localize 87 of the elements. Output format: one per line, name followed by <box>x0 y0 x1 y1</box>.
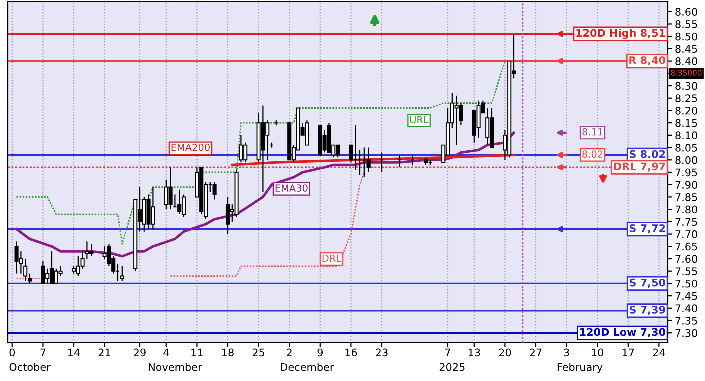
y-tick-label: 7.80 <box>676 206 698 214</box>
x-tick-label: 11 <box>192 348 203 356</box>
candlestick <box>168 167 173 210</box>
y-tick-label: 8.00 <box>676 156 698 164</box>
candlestick <box>28 273 32 284</box>
y-tick-label: 7.40 <box>676 304 698 313</box>
x-tick-label: 9 <box>318 348 323 357</box>
x-tick-label: 10 <box>592 348 604 357</box>
y-tick-label: 8.30 <box>676 82 698 90</box>
candlestick <box>41 260 46 284</box>
candlestick <box>178 189 182 216</box>
candlestick <box>366 147 371 174</box>
x-tick-label: 27 <box>530 348 542 356</box>
y-tick-label: 8.50 <box>676 32 698 41</box>
x-tick-label: 13 <box>468 348 480 357</box>
x-tick-label: 17 <box>622 348 634 356</box>
x2-tick-label: November <box>149 363 202 372</box>
y-tick-label: 7.45 <box>676 292 698 300</box>
y-tick-label: 7.60 <box>676 255 698 264</box>
ref-line-label: 120D Low 7,30 <box>580 328 666 338</box>
y-tick-label: 8.05 <box>676 144 698 152</box>
ref-line-label: S 7,39 <box>630 306 666 316</box>
text: EMA200 <box>172 144 210 152</box>
y-tick-label: 8.40 <box>676 58 698 66</box>
y-tick-label: 7.90 <box>676 181 698 189</box>
y-tick-label: 8.20 <box>676 106 698 115</box>
x-tick-label: 14 <box>68 348 80 356</box>
x2-tick-label: December <box>281 363 334 372</box>
candlestick <box>14 241 19 274</box>
x2-tick-label: February <box>558 363 603 374</box>
candlestick <box>182 194 186 218</box>
annotation: 8.11 <box>582 128 603 136</box>
y-tick-label: 7.35 <box>676 316 698 325</box>
x-tick-label: 24 <box>653 348 666 356</box>
candlestick <box>120 266 124 282</box>
y-tick-label: 8.60 <box>676 8 698 16</box>
candlestick <box>50 251 54 284</box>
x2-tick-label: October <box>10 363 51 372</box>
ref-line-label: 120D High 8,51 <box>576 29 666 40</box>
series-label: DRL <box>322 254 342 262</box>
annotation: 8.02 <box>582 150 603 158</box>
ref-line-label: S 7,72 <box>630 224 666 234</box>
y-tick-label: 8.55 <box>676 20 698 28</box>
line-series <box>231 154 516 166</box>
candlestick <box>226 196 230 235</box>
candlestick <box>239 134 244 164</box>
series-label: URL <box>410 116 429 124</box>
x2-tick-label: 2025 <box>440 363 465 372</box>
y-tick-label: 7.70 <box>676 230 698 238</box>
line-series <box>16 60 506 245</box>
y-tick-label: 8.15 <box>676 119 698 128</box>
x-tick-label: 16 <box>346 348 358 357</box>
candlestick <box>336 144 340 158</box>
x-tick-label: 20 <box>499 348 512 357</box>
candlestick <box>486 108 490 146</box>
x-tick-label: 0 <box>10 348 16 357</box>
candlestick <box>212 182 217 200</box>
x-tick-label: 23 <box>376 348 388 357</box>
x-tick-label: 25 <box>252 348 265 357</box>
x-tick-label: 3 <box>564 348 570 357</box>
x-tick-label: 7 <box>40 348 46 356</box>
ref-line-label: S 7,50 <box>630 278 666 288</box>
candlestick <box>151 186 156 230</box>
ref-line-label: R 8,40 <box>630 56 666 66</box>
candlestick <box>305 120 310 146</box>
y-tick-label: 7.65 <box>676 242 698 251</box>
y-tick-label: 7.30 <box>676 329 698 338</box>
x-tick-label: 21 <box>98 348 110 356</box>
ref-line-label: S 8.02 <box>630 150 666 158</box>
y-tick-label: 7.50 <box>676 280 698 288</box>
candlestick <box>454 95 459 146</box>
y-tick-label: 8.25 <box>676 94 698 102</box>
x-tick-label: 18 <box>222 348 234 357</box>
series-label: EMA30 <box>276 184 308 192</box>
x-tick-label: 2 <box>287 348 292 356</box>
candlestick <box>349 144 354 164</box>
y-tick-label: 8.10 <box>676 132 698 140</box>
y-tick-label: 8.45 <box>676 45 698 54</box>
ref-line-label: DRL 7,97 <box>614 162 666 172</box>
y-tick-label: 7.55 <box>676 268 698 276</box>
x-tick-label: 29 <box>134 348 146 357</box>
y-tick-label: 7.95 <box>676 168 698 177</box>
y-tick-label: 7.85 <box>676 193 698 202</box>
x-tick-label: 7 <box>446 348 450 356</box>
y-tick-label: 7.75 <box>676 218 698 226</box>
candlestick <box>476 100 481 138</box>
x-tick-label: 4 <box>164 348 170 356</box>
